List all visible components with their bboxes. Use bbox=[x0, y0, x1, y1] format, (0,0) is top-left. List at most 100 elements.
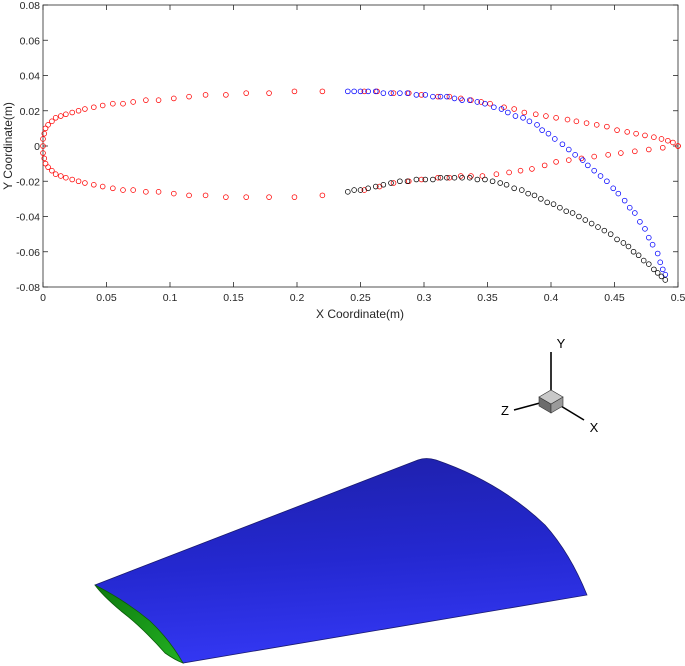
data-point-series-1 bbox=[45, 122, 51, 128]
triad-x-label: X bbox=[590, 420, 599, 435]
y-tick-label: 0.06 bbox=[20, 35, 41, 47]
data-point-series-1 bbox=[651, 134, 657, 140]
data-point-series-1 bbox=[670, 139, 676, 146]
data-point-series-1 bbox=[243, 194, 249, 200]
data-point-series-2 bbox=[498, 106, 505, 112]
data-point-series-2 bbox=[621, 197, 628, 204]
x-tick-label: 0.35 bbox=[477, 292, 498, 304]
data-point-series-1 bbox=[675, 143, 681, 149]
data-point-series-3 bbox=[365, 185, 371, 192]
data-point-series-2 bbox=[380, 90, 387, 96]
data-point-series-1 bbox=[130, 99, 136, 105]
data-point-series-1 bbox=[458, 173, 464, 179]
x-tick-label: 0.4 bbox=[544, 292, 559, 304]
data-point-series-1 bbox=[633, 130, 639, 137]
data-point-series-1 bbox=[361, 88, 368, 95]
data-point-series-2 bbox=[572, 152, 578, 158]
data-point-series-2 bbox=[632, 210, 638, 216]
data-point-series-1 bbox=[435, 174, 441, 181]
data-point-series-3 bbox=[595, 224, 601, 230]
data-point-series-1 bbox=[143, 97, 149, 103]
data-point-series-1 bbox=[171, 190, 177, 197]
x-tick-label: 0.15 bbox=[223, 292, 244, 304]
data-point-series-1 bbox=[458, 95, 464, 102]
data-point-series-2 bbox=[444, 93, 450, 100]
y-tick-label: 0 bbox=[34, 141, 40, 153]
data-point-series-2 bbox=[413, 92, 420, 98]
data-point-series-2 bbox=[579, 157, 586, 163]
data-point-series-3 bbox=[511, 185, 517, 192]
data-point-series-2 bbox=[491, 104, 497, 110]
data-point-series-3 bbox=[607, 231, 614, 237]
data-point-series-1 bbox=[69, 176, 75, 183]
data-point-series-1 bbox=[63, 111, 69, 118]
data-point-series-2 bbox=[482, 100, 488, 107]
data-point-series-2 bbox=[351, 88, 357, 95]
data-point-series-2 bbox=[365, 88, 371, 95]
data-point-series-1 bbox=[624, 129, 630, 135]
data-point-series-1 bbox=[266, 90, 272, 96]
data-point-series-3 bbox=[550, 201, 557, 207]
data-point-series-3 bbox=[557, 204, 563, 211]
data-point-series-1 bbox=[266, 194, 272, 200]
data-point-series-1 bbox=[532, 111, 539, 118]
data-point-series-2 bbox=[539, 127, 545, 133]
data-point-series-3 bbox=[397, 178, 403, 185]
data-point-series-1 bbox=[553, 159, 559, 165]
data-point-series-1 bbox=[49, 167, 55, 174]
data-point-series-3 bbox=[620, 240, 627, 246]
data-point-series-3 bbox=[482, 176, 488, 183]
data-point-series-2 bbox=[659, 266, 666, 273]
data-point-series-2 bbox=[512, 113, 519, 119]
data-point-series-3 bbox=[582, 217, 589, 223]
data-point-series-1 bbox=[40, 136, 46, 142]
data-point-series-1 bbox=[82, 106, 88, 112]
data-point-series-1 bbox=[42, 125, 49, 132]
data-point-series-1 bbox=[99, 183, 106, 190]
data-point-series-1 bbox=[511, 106, 517, 112]
data-point-series-2 bbox=[388, 90, 394, 96]
data-point-series-1 bbox=[40, 150, 46, 156]
triad-z-label: Z bbox=[501, 403, 509, 418]
data-point-series-1 bbox=[155, 189, 162, 195]
data-point-series-2 bbox=[591, 167, 597, 174]
orientation-triad: Y X Z bbox=[501, 336, 599, 435]
data-point-series-1 bbox=[58, 173, 64, 179]
data-point-series-3 bbox=[372, 183, 379, 190]
data-point-series-1 bbox=[120, 187, 126, 193]
data-point-series-1 bbox=[223, 92, 229, 98]
data-point-series-2 bbox=[430, 93, 436, 100]
data-point-series-1 bbox=[41, 130, 48, 137]
data-point-series-1 bbox=[319, 88, 326, 95]
x-tick-label: 0.1 bbox=[163, 292, 178, 304]
data-point-series-3 bbox=[459, 174, 465, 181]
data-point-series-1 bbox=[319, 192, 326, 199]
data-point-series-2 bbox=[657, 259, 663, 266]
data-point-series-3 bbox=[489, 178, 496, 185]
data-point-series-2 bbox=[597, 173, 604, 179]
data-point-series-2 bbox=[526, 118, 533, 125]
data-point-series-3 bbox=[544, 199, 550, 206]
y-tick-label: 0.02 bbox=[20, 106, 41, 118]
data-point-series-2 bbox=[610, 185, 617, 192]
data-point-series-3 bbox=[569, 210, 576, 216]
data-point-series-3 bbox=[497, 180, 503, 186]
data-point-series-1 bbox=[91, 182, 97, 188]
data-point-series-2 bbox=[451, 95, 458, 102]
orientation-cube-icon bbox=[538, 389, 564, 414]
data-point-series-2 bbox=[654, 250, 661, 257]
data-point-series-1 bbox=[642, 132, 648, 139]
data-point-series-1 bbox=[63, 174, 69, 181]
data-point-series-1 bbox=[578, 155, 585, 162]
data-point-series-1 bbox=[49, 118, 55, 125]
y-axis-label: Y Coordinate(m) bbox=[1, 102, 15, 190]
x-tick-label: 0.45 bbox=[604, 292, 625, 304]
data-point-series-1 bbox=[583, 120, 590, 126]
data-point-series-1 bbox=[390, 90, 397, 96]
data-point-series-3 bbox=[601, 227, 608, 234]
data-point-series-1 bbox=[41, 155, 48, 162]
y-tick-label: -0.02 bbox=[16, 176, 40, 188]
data-point-series-1 bbox=[493, 171, 500, 177]
data-point-series-1 bbox=[605, 152, 611, 158]
x-tick-label: 0 bbox=[40, 292, 46, 304]
